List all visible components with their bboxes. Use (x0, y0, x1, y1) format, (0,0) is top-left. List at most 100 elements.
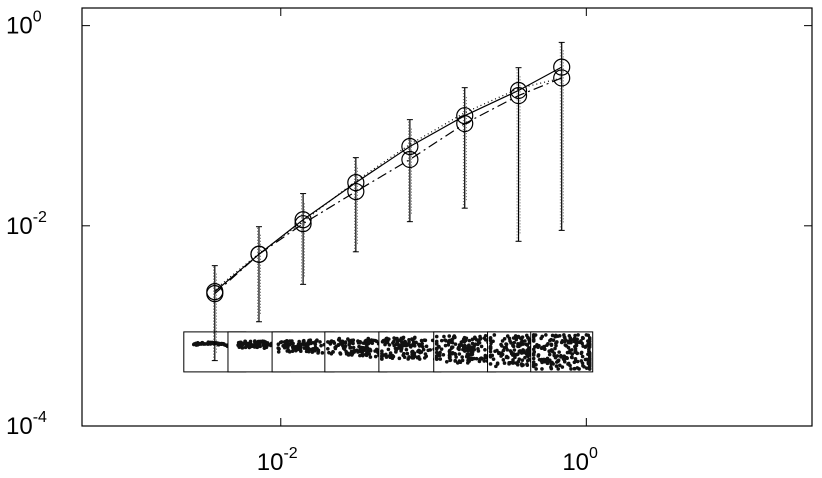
inset-point (409, 343, 414, 348)
inset-point (355, 348, 359, 353)
inset-point (351, 338, 356, 343)
inset-point (387, 354, 391, 358)
inset-point (483, 347, 487, 352)
inset-point (434, 350, 439, 355)
inset-point (441, 352, 446, 357)
data-point-solid (509, 81, 528, 100)
inset-point (250, 344, 254, 349)
inset-point (294, 348, 298, 353)
inset-point (556, 359, 560, 363)
inset-point (333, 345, 337, 350)
inset-point (308, 341, 313, 346)
data-point-dashdot (401, 150, 419, 169)
inset-point (320, 351, 325, 355)
y-tick-label: 10-4 (6, 409, 47, 440)
inset-point (450, 350, 455, 355)
inset-point (438, 350, 442, 355)
inset-point (524, 342, 529, 347)
inset-point (459, 340, 464, 344)
inset-point (534, 367, 538, 371)
inset-point (422, 356, 427, 360)
data-point-solid (347, 174, 365, 192)
inset-point (466, 348, 470, 353)
y-tick-base: 10 (6, 213, 33, 240)
inset-point (479, 344, 484, 349)
error-bar (255, 226, 262, 323)
inset-point (406, 343, 410, 347)
inset-point (516, 344, 520, 349)
inset-point (306, 346, 311, 350)
inset-thumbnail (378, 331, 442, 373)
inset-point (546, 359, 550, 364)
inset-point (193, 341, 198, 346)
inset-point (488, 349, 493, 354)
inset-point (504, 345, 508, 350)
inset-point (256, 339, 261, 344)
inset-point (547, 349, 551, 353)
inset-point (520, 335, 525, 339)
x-tick-label: 10-2 (257, 445, 298, 476)
inset-point (276, 346, 281, 350)
error-bar (461, 87, 468, 209)
inset-point (467, 343, 471, 347)
inset-point (373, 349, 377, 353)
inset-point (288, 339, 292, 343)
inset-point (469, 350, 474, 354)
inset-point (196, 342, 201, 346)
inset-point (575, 359, 580, 364)
inset-point (516, 359, 521, 364)
inset-point (216, 341, 221, 346)
y-tick-exponent: 0 (33, 9, 42, 26)
inset-point (395, 341, 400, 346)
inset-point (264, 345, 269, 350)
y-tick-exponent: -2 (33, 209, 47, 226)
inset-thumbnail (530, 331, 594, 373)
inset-point (468, 346, 472, 350)
y-tick-base: 10 (6, 13, 33, 40)
inset-point (385, 340, 390, 345)
inset-point (569, 355, 574, 360)
inset-thumbnail (324, 331, 388, 373)
inset-point (502, 361, 507, 365)
inset-point (292, 345, 296, 350)
inset-point (464, 336, 469, 341)
inset-point (523, 339, 527, 343)
inset-point (404, 347, 409, 352)
inset-point (446, 343, 451, 347)
inset-point (536, 354, 541, 358)
inset-point (450, 340, 455, 345)
inset-point (566, 340, 571, 345)
inset-point (365, 346, 369, 351)
inset-point (278, 340, 283, 345)
inset-point (358, 345, 362, 350)
inset-point (386, 347, 391, 352)
inset-point (246, 342, 251, 346)
inset-point (395, 336, 399, 341)
inset-point (290, 349, 295, 354)
inset-point (219, 342, 224, 347)
inset-point (525, 362, 529, 366)
inset-point (510, 353, 515, 357)
error-bar (300, 193, 307, 285)
inset-point (248, 339, 253, 344)
inset-point (549, 366, 554, 371)
inset-point (482, 359, 487, 363)
inset-point (258, 342, 262, 347)
data-point-solid (294, 211, 312, 229)
data-point-dashdot (206, 285, 224, 303)
inset-point (419, 338, 424, 343)
inset-point (483, 337, 488, 342)
inset-point (483, 353, 488, 358)
data-point-dashdot (553, 69, 571, 87)
inset-point (384, 352, 388, 357)
inset-point (504, 342, 508, 346)
inset-point (553, 333, 558, 338)
inset-point (460, 355, 464, 359)
inset-point (336, 343, 341, 348)
inset-point (402, 351, 406, 356)
inset-point (546, 342, 550, 346)
inset-point (512, 348, 517, 352)
inset-point (298, 348, 303, 352)
series-lines (214, 66, 562, 295)
inset-point (492, 333, 497, 337)
